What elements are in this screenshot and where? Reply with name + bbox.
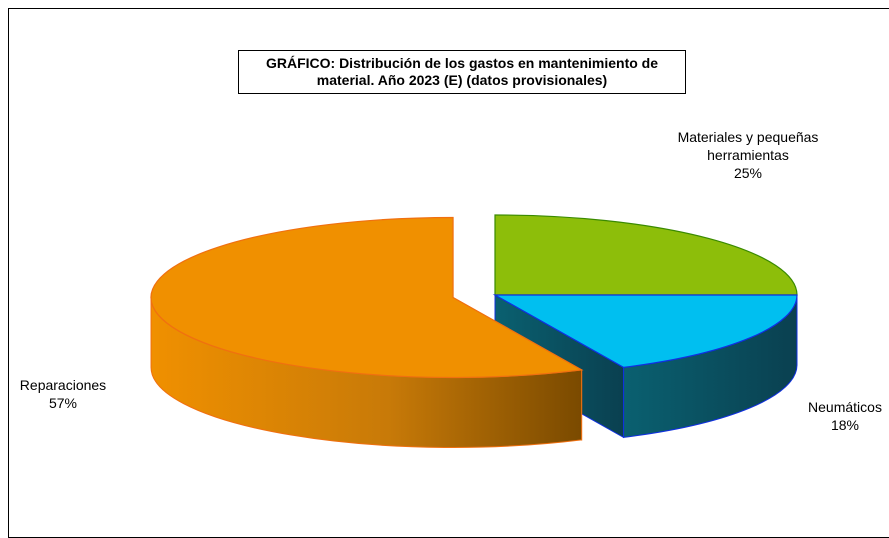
slice <box>494 214 798 296</box>
slice-value: 25% <box>733 165 763 181</box>
slice-label: Materiales y pequeñas herramientas 25% <box>648 128 848 182</box>
page: GRÁFICO: Distribución de los gastos en m… <box>8 8 889 538</box>
slice-label: Reparaciones 57% <box>10 376 116 412</box>
chart-title: GRÁFICO: Distribución de los gastos en m… <box>238 50 686 94</box>
slice-label: Neumáticos 18% <box>790 398 889 434</box>
slice-value: 57% <box>48 395 78 411</box>
slice-value: 18% <box>830 417 860 433</box>
slice <box>150 216 584 379</box>
slice-name: Reparaciones <box>19 377 107 393</box>
slice-name: Neumáticos <box>808 399 882 415</box>
chart <box>150 214 798 448</box>
slice-name: Materiales y pequeñas herramientas <box>677 129 819 163</box>
slice <box>492 294 798 369</box>
